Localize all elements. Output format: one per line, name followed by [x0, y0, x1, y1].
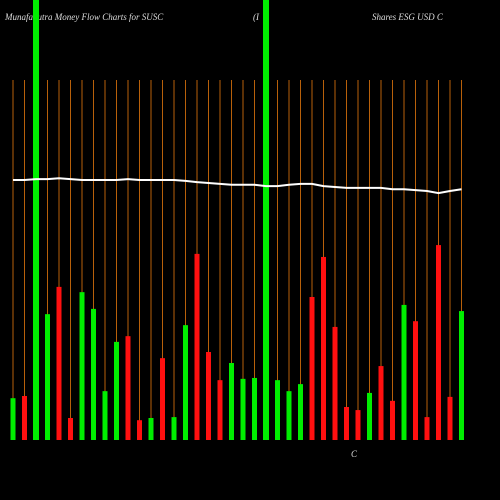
bar [56, 286, 62, 440]
bar [332, 326, 338, 440]
bar [148, 418, 154, 440]
bar [298, 384, 303, 440]
chart-title: MunafaSutra Money Flow Charts for SUSC [4, 12, 164, 22]
chart-title-right: Shares ESG USD C [372, 12, 444, 22]
bar [378, 366, 384, 440]
bar [125, 336, 131, 440]
bar [355, 410, 361, 440]
chart-title-middle: (I [253, 12, 260, 22]
bar [447, 396, 453, 440]
bar [263, 0, 269, 440]
bar [137, 420, 142, 440]
bar [321, 256, 326, 440]
bar [367, 392, 372, 440]
bar [217, 380, 223, 440]
bar [33, 0, 39, 440]
bar [286, 391, 292, 440]
bar [390, 400, 395, 440]
bar [68, 418, 73, 440]
bar [309, 297, 315, 440]
flow-line [13, 177, 462, 195]
bar [183, 325, 188, 440]
bar [459, 311, 464, 440]
bar [22, 396, 27, 440]
bar [413, 321, 418, 440]
bar [10, 398, 16, 440]
bar [206, 352, 211, 440]
bar [45, 314, 50, 440]
bar [252, 377, 257, 440]
bar [275, 380, 280, 440]
bar [102, 391, 108, 440]
bar [229, 363, 234, 440]
bar [79, 292, 85, 440]
bar [436, 245, 441, 440]
bar [401, 304, 407, 440]
annotation: C [351, 449, 358, 459]
bar [194, 253, 200, 440]
bar [240, 378, 246, 440]
bar [171, 417, 177, 440]
bar [344, 407, 349, 440]
bar [114, 341, 119, 440]
bar [424, 417, 430, 440]
bar [160, 358, 165, 440]
bar [91, 308, 96, 440]
